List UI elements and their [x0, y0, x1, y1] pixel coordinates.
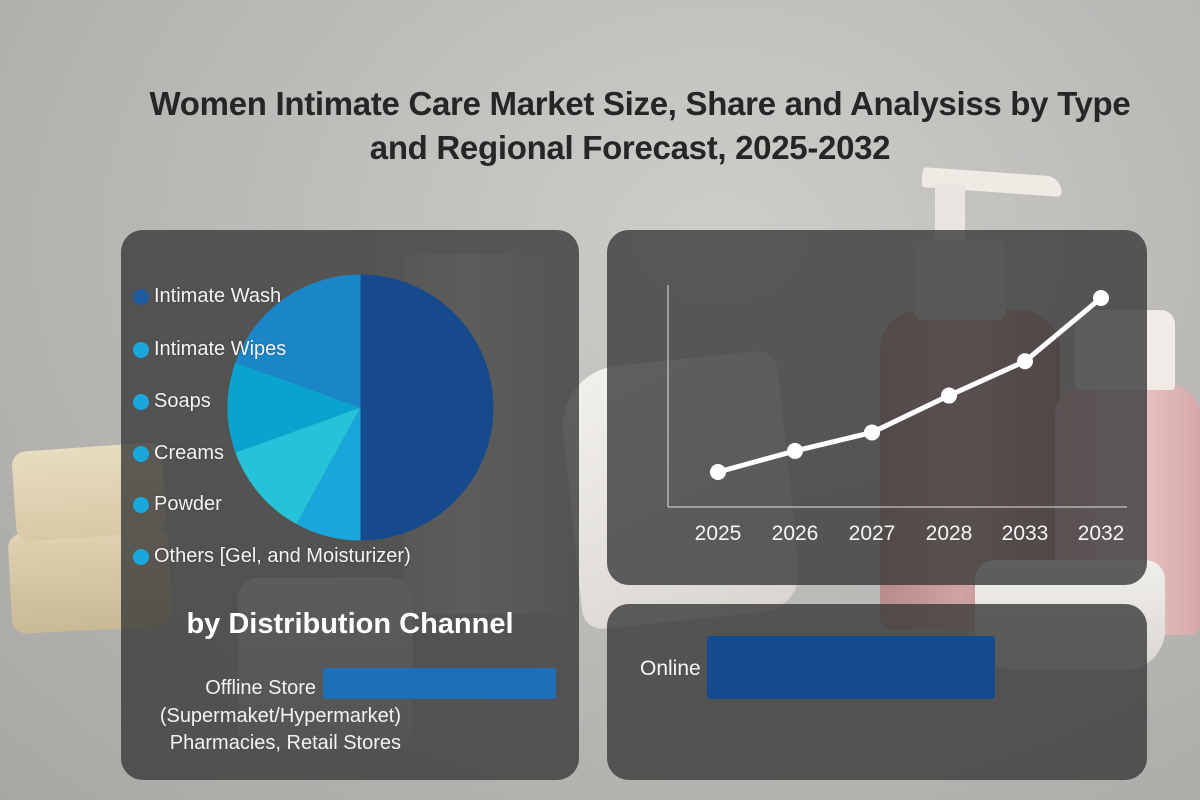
online-label: Online [640, 657, 701, 680]
data-point-2025 [710, 464, 726, 480]
legend-label: Others [Gel, and Moisturizer) [154, 545, 411, 567]
pie-slice-intimate-wash [360, 274, 494, 541]
legend-label: Intimate Wash [154, 285, 282, 307]
legend-dot-icon [133, 548, 149, 565]
x-tick-label: 2028 [926, 522, 973, 545]
legend-item-others: Others [Gel, and Moisturizer) [133, 545, 411, 568]
legend-dot-icon [133, 445, 149, 462]
x-tick-label: 2027 [849, 522, 896, 545]
title-line-2: and Regional Forecast, 2025-2032 [369, 129, 891, 166]
x-axis-ticks: 2025 2026 2027 2028 2033 2032 [695, 522, 1125, 545]
forecast-series [710, 290, 1109, 480]
x-tick-label: 2033 [1002, 522, 1049, 545]
legend-dot-icon [133, 288, 149, 305]
pie-slice-powder [296, 407, 361, 541]
offline-store-sublabel: (Supermaket/Hypermarket) [159, 705, 401, 727]
offline-store-label: Offline Store [205, 677, 316, 699]
forecast-panel [607, 230, 1147, 585]
pie-slice-intimate-wipes [235, 274, 361, 408]
legend-dot-icon [133, 393, 149, 410]
forecast-line-chart: 2025 2026 2027 2028 2033 2032 [667, 285, 1127, 545]
x-tick-label: 2026 [772, 522, 819, 545]
pie-slice-soaps [227, 362, 361, 453]
page-title: Women Intimate Care Market Size, Share a… [100, 82, 1160, 170]
type-pie-chart [227, 274, 494, 541]
x-tick-label: 2032 [1078, 522, 1125, 545]
data-point-2028 [941, 387, 957, 404]
legend-dot-icon [133, 341, 149, 358]
legend-label: Powder [154, 493, 222, 515]
x-tick-label: 2025 [695, 522, 742, 545]
offline-store-sublabel: Pharmacies, Retail Stores [169, 732, 401, 754]
legend-label: Creams [154, 442, 225, 464]
data-point-2026 [787, 442, 803, 459]
legend-label: Intimate Wipes [154, 338, 287, 360]
offline-store-bar [323, 668, 556, 699]
legend-item-creams: Creams [133, 442, 224, 465]
distribution-heading: by Distribution Channel [186, 608, 514, 640]
legend-label: Soaps [154, 390, 211, 412]
online-bar [707, 636, 995, 699]
legend-item-powder: Powder [133, 493, 222, 516]
title-line-1: Women Intimate Care Market Size, Share a… [149, 85, 1131, 122]
legend-item-soaps: Soaps [133, 390, 211, 413]
data-point-2033 [1017, 353, 1033, 370]
legend-dot-icon [133, 496, 149, 513]
data-point-2032 [1093, 290, 1109, 306]
legend-item-intimate-wash: Intimate Wash [133, 285, 281, 308]
pie-slice-creams [235, 407, 361, 525]
legend-item-intimate-wipes: Intimate Wipes [133, 338, 286, 361]
data-point-2027 [864, 424, 880, 441]
forecast-line [717, 296, 1103, 475]
